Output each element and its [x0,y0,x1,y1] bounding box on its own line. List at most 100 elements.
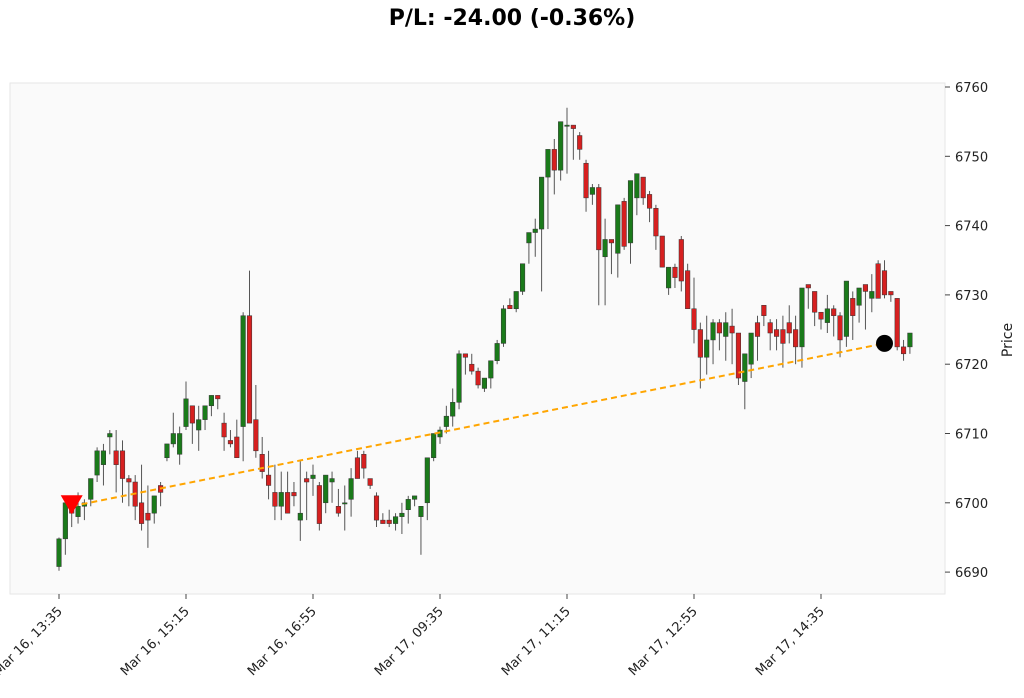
candle [456,350,462,410]
candle [100,443,107,486]
candle [888,291,894,302]
y-axis-label: Price [1000,323,1016,357]
entry-marker-icon [60,495,83,515]
chart-title: P/L: -24.00 (-0.36%) [388,6,636,31]
candle [399,502,405,534]
candle [824,294,830,334]
candle [393,513,399,531]
candle [850,291,856,340]
candle [183,381,189,431]
candle [208,395,214,417]
candle [469,353,475,375]
candle [412,495,418,507]
candle [342,485,348,531]
candle [297,461,303,541]
candle [500,305,507,347]
candle [278,471,284,521]
candle [805,284,811,309]
candles-group [56,107,913,571]
candle [627,180,634,264]
candle [767,319,773,351]
candle [735,332,742,385]
candle [488,360,494,389]
candle [754,315,761,361]
candle [678,235,684,292]
candle [266,450,272,500]
candle [907,332,913,354]
candle [475,367,481,389]
candle [875,260,881,299]
candle [367,478,373,489]
candle [685,263,691,310]
candle [494,339,500,365]
candle [285,471,291,514]
candle [856,287,862,323]
candle [532,218,538,257]
x-tick-label: Mar 16, 15:15 [118,604,193,679]
candle [507,298,513,310]
candle [418,506,424,555]
candle [697,322,703,389]
candle [647,190,653,223]
candle [589,184,595,205]
y-tick-label: 6700 [955,497,988,512]
candle [774,319,780,351]
candle [88,478,94,507]
candle [640,176,646,205]
candle [196,405,202,451]
candle [761,305,767,327]
candle [551,138,557,195]
annotations-group [60,334,893,515]
y-tick-label: 6690 [955,566,988,581]
x-tick-label: Mar 17, 14:35 [753,604,828,679]
candle [799,287,805,368]
candle [126,475,132,507]
candle [215,395,221,410]
candle [221,412,227,451]
candle [94,447,100,483]
candle [272,464,278,521]
candle [691,277,697,344]
candle [107,430,113,455]
y-tick-label: 6710 [955,428,988,443]
candle [304,471,310,521]
candle [837,312,843,358]
candle [894,298,900,351]
candle [323,474,329,514]
y-tick-label: 6760 [955,81,988,96]
candle [253,384,259,458]
candle [462,353,468,375]
candle [901,339,907,361]
candle [672,263,678,288]
candle [361,450,367,479]
candle [177,426,183,465]
x-tick-label: Mar 17, 09:35 [372,604,447,679]
candle [481,377,487,392]
candle [843,280,849,347]
candle [348,468,354,517]
candle [831,305,837,337]
candle [786,305,792,344]
candle [291,482,297,507]
candle [666,266,672,295]
candle [621,197,627,250]
candle [881,260,888,299]
candle [151,495,157,524]
candle [170,412,176,448]
candle [240,312,246,462]
candle [234,419,240,459]
candle [405,495,411,524]
candle [526,232,532,264]
y-tick-label: 6720 [955,358,988,373]
y-tick-label: 6740 [955,220,988,235]
candle [539,176,545,292]
candle [189,405,195,444]
candle [716,319,722,351]
candle [615,204,621,278]
candle [608,239,615,275]
x-tick-label: Mar 16, 16:55 [245,604,320,679]
candle [424,457,430,521]
y-tick-label: 6750 [955,150,988,165]
candle [310,464,316,496]
candle [354,450,360,479]
